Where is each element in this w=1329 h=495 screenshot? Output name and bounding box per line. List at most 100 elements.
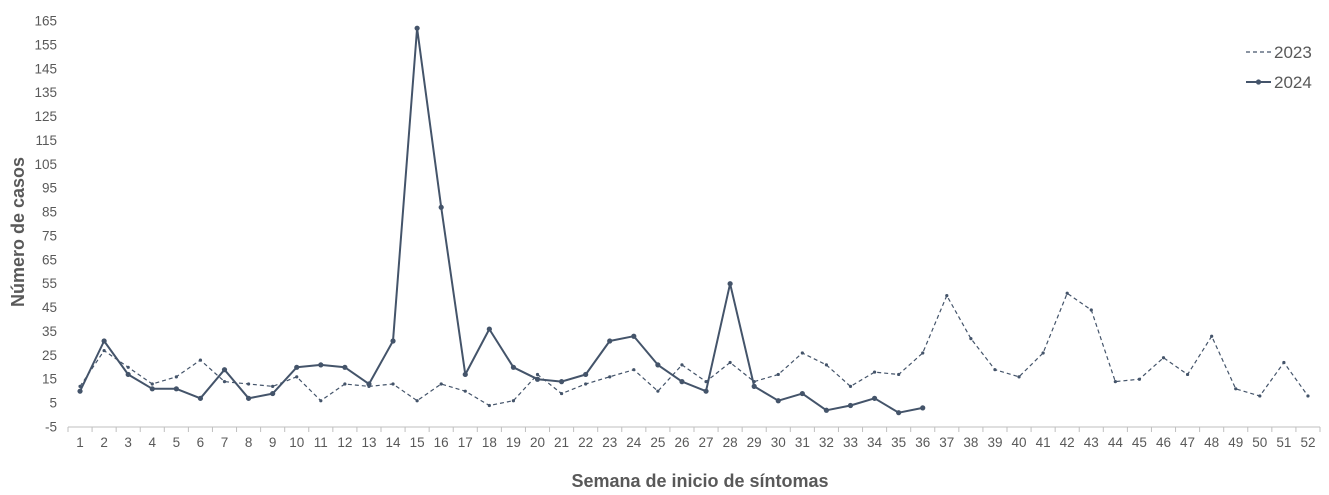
series-line-2024 — [79, 27, 923, 414]
data-point-2023 — [704, 380, 708, 384]
x-tick-label: 20 — [530, 435, 545, 450]
data-point-2023 — [126, 365, 130, 369]
data-point-2024 — [583, 371, 589, 378]
x-tick-label: 28 — [723, 435, 738, 450]
data-point-2023 — [872, 370, 877, 374]
y-tick-label: 65 — [42, 252, 57, 267]
data-point-2024 — [462, 371, 468, 378]
legend-label-2024: 2024 — [1274, 73, 1312, 92]
data-point-2023 — [535, 372, 540, 377]
data-point-2024 — [558, 379, 565, 385]
data-point-2023 — [608, 375, 612, 379]
x-tick-label: 8 — [245, 435, 253, 450]
data-point-2023 — [102, 348, 106, 353]
series-layer — [77, 25, 1310, 416]
x-tick-label: 51 — [1276, 435, 1291, 450]
x-tick-label: 4 — [149, 435, 157, 450]
data-point-2024 — [77, 388, 83, 394]
y-tick-label: 15 — [42, 372, 57, 387]
x-tick-label: 33 — [843, 435, 858, 450]
data-point-2023 — [1089, 308, 1093, 312]
data-point-2023 — [1041, 351, 1045, 355]
data-point-2024 — [366, 381, 372, 387]
y-tick-label: 105 — [34, 157, 57, 172]
data-point-2024 — [294, 364, 300, 370]
x-tick-label: 10 — [289, 435, 304, 450]
data-point-2023 — [1113, 380, 1117, 384]
legend-item-2023: 2023 — [1246, 43, 1312, 62]
data-point-2024 — [727, 281, 733, 287]
data-point-2023 — [1185, 372, 1190, 377]
x-tick-label: 2 — [100, 435, 108, 450]
data-point-2024 — [414, 25, 420, 31]
data-point-2023 — [969, 337, 973, 341]
data-point-2023 — [343, 382, 347, 386]
x-tick-label: 24 — [626, 435, 642, 450]
x-tick-label: 22 — [578, 435, 593, 450]
data-point-2024 — [896, 410, 902, 416]
data-point-2024 — [534, 376, 541, 382]
data-point-2023 — [1210, 334, 1214, 338]
x-tick-label: 21 — [554, 435, 569, 450]
data-point-2024 — [197, 395, 204, 401]
x-tick-label: 40 — [1012, 435, 1027, 450]
data-point-2023 — [1234, 387, 1238, 391]
data-point-2023 — [993, 368, 997, 372]
data-point-2023 — [1282, 360, 1286, 365]
data-point-2023 — [728, 360, 732, 365]
x-tick-label: 23 — [602, 435, 617, 450]
data-point-2023 — [174, 375, 178, 379]
x-tick-label: 46 — [1156, 435, 1171, 450]
data-point-2023 — [656, 389, 660, 393]
data-point-2024 — [703, 388, 709, 394]
x-tick-label: 52 — [1300, 435, 1315, 450]
data-point-2024 — [438, 204, 444, 210]
data-point-2023 — [800, 351, 804, 355]
y-tick-label: 85 — [42, 205, 57, 220]
data-point-2024 — [871, 395, 878, 401]
y-axis-ticks: -5 5 15 25 35 45 55 65 75 85 95 105 115 125 135 145 155 1… — [34, 14, 57, 435]
y-tick-label: -5 — [45, 420, 57, 435]
data-point-2024 — [173, 386, 179, 392]
x-tick-label: 19 — [506, 435, 521, 450]
data-point-2023 — [776, 372, 780, 377]
data-point-2023 — [824, 363, 829, 367]
data-point-2023 — [921, 351, 925, 355]
x-tick-label: 50 — [1252, 435, 1267, 450]
data-point-2023 — [559, 391, 564, 396]
data-point-2024 — [823, 407, 830, 413]
data-point-2024 — [245, 395, 252, 401]
x-tick-label: 1 — [76, 435, 84, 450]
x-tick-label: 32 — [819, 435, 834, 450]
data-point-2023 — [487, 403, 491, 408]
data-point-2023 — [222, 380, 227, 384]
data-point-2023 — [1161, 356, 1166, 360]
data-point-2023 — [391, 382, 395, 386]
x-tick-label: 29 — [747, 435, 762, 450]
data-point-2024 — [679, 379, 685, 385]
data-point-2023 — [319, 399, 323, 403]
x-tick-label: 44 — [1108, 435, 1124, 450]
data-point-2024 — [775, 398, 781, 404]
data-point-2023 — [198, 358, 203, 362]
data-point-2023 — [945, 294, 949, 298]
data-point-2024 — [751, 383, 757, 389]
x-tick-label: 15 — [410, 435, 425, 450]
y-tick-label: 75 — [42, 228, 57, 243]
x-tick-label: 7 — [221, 435, 229, 450]
x-tick-label: 25 — [650, 435, 665, 450]
x-tick-label: 35 — [891, 435, 906, 450]
y-tick-label: 5 — [49, 396, 57, 411]
x-axis-ticks: 1 2 3 4 5 6 7 8 9 10 11 12 13 14 15 16 17 18 19 20 21 22 23 24 2… — [67, 427, 1321, 450]
data-point-2023 — [271, 384, 275, 388]
legend: 2023 2024 — [1246, 43, 1312, 92]
y-tick-label: 125 — [34, 109, 57, 124]
data-point-2024 — [655, 362, 661, 368]
data-point-2023 — [584, 382, 588, 386]
x-axis-title: Semana de inicio de síntomas — [571, 471, 828, 491]
data-point-2024 — [631, 333, 637, 339]
x-tick-label: 5 — [173, 435, 181, 450]
y-tick-label: 145 — [34, 61, 57, 76]
data-point-2023 — [150, 382, 154, 386]
